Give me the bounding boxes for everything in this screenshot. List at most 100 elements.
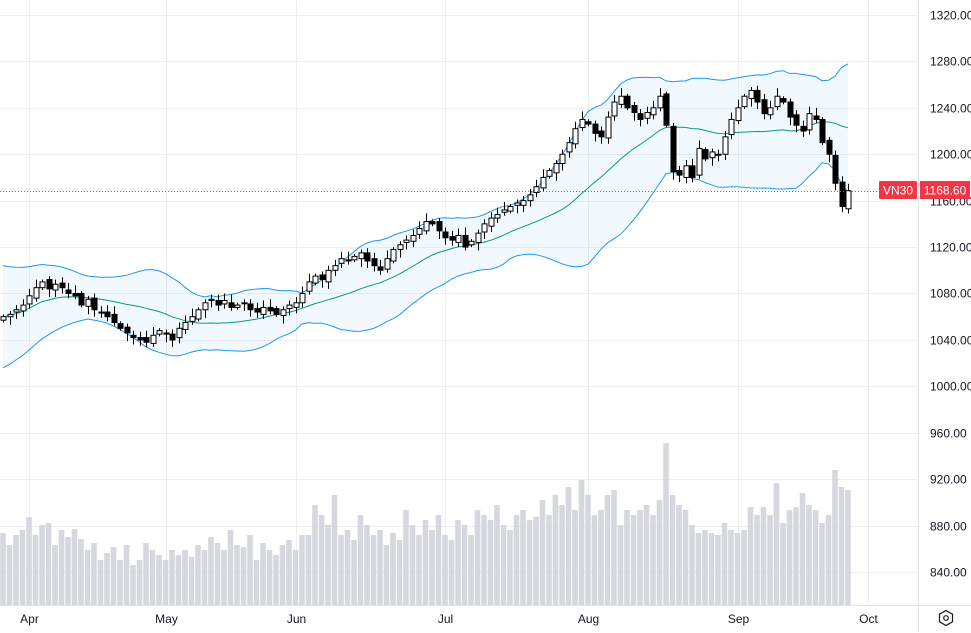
volume-bar	[845, 490, 851, 605]
candle	[819, 117, 826, 145]
volume-bar	[513, 515, 520, 605]
candle-body	[774, 95, 781, 108]
candle	[540, 169, 547, 192]
candle	[85, 295, 92, 315]
volume-bar	[169, 550, 175, 605]
volume-bar	[195, 545, 201, 605]
candle-body	[403, 239, 410, 243]
candle-body	[286, 304, 293, 310]
candle-body	[618, 95, 625, 105]
candle-body	[592, 123, 599, 134]
volume-bar	[786, 510, 793, 605]
candle-body	[52, 283, 59, 291]
volume-bar	[487, 520, 494, 605]
candle-body	[813, 115, 820, 120]
candle	[371, 252, 378, 272]
candle-body	[475, 232, 482, 243]
candle-body	[845, 190, 852, 210]
candle	[124, 323, 131, 342]
candle-body	[676, 169, 683, 176]
candle	[332, 259, 339, 277]
volume-bar	[188, 557, 195, 605]
volume-bar	[221, 550, 227, 605]
candle	[481, 219, 488, 239]
candle-body	[702, 149, 709, 160]
candle	[280, 306, 287, 324]
chart-settings-button[interactable]	[936, 608, 956, 628]
candle-body	[611, 101, 618, 117]
candle-body	[241, 302, 248, 305]
y-tick-label: 1080.00	[930, 287, 971, 301]
volume-bar	[370, 535, 377, 605]
time-axis[interactable]: Apr May Jun Jul Aug Sep Oct	[20, 612, 878, 626]
candle-body	[436, 221, 443, 232]
x-tick-label: Aug	[578, 612, 599, 626]
candle-body	[13, 309, 20, 313]
last-price-text: 1168.60	[924, 184, 967, 198]
volume-bar	[19, 530, 26, 605]
candle	[260, 300, 267, 320]
volume-bar	[663, 443, 669, 605]
candle	[416, 221, 423, 239]
candle	[468, 238, 475, 248]
volume-bar	[637, 510, 643, 605]
candle-body	[819, 118, 826, 144]
candle-body	[397, 244, 404, 250]
candle	[351, 254, 358, 263]
candle	[696, 140, 703, 179]
candle-body	[182, 322, 189, 330]
candle-body	[741, 95, 748, 108]
volume-bar	[162, 560, 169, 605]
candle	[735, 99, 742, 125]
candle	[462, 227, 469, 251]
volume-bar	[741, 530, 747, 605]
candle	[182, 315, 189, 335]
y-tick-label: 1240.00	[930, 102, 971, 116]
candle	[364, 248, 371, 268]
candle	[273, 306, 280, 317]
volume-bar	[598, 510, 604, 605]
volume-bar	[617, 525, 624, 605]
volume-bar	[32, 535, 39, 605]
candle-body	[312, 275, 319, 284]
volume-bar	[526, 520, 533, 605]
volume-bar	[416, 535, 422, 605]
candle	[52, 279, 59, 297]
candle	[670, 122, 677, 180]
candle-body	[7, 313, 14, 318]
volume-bar	[429, 530, 435, 605]
candle-body	[345, 259, 352, 262]
candle-body	[429, 221, 436, 225]
candle	[449, 230, 456, 246]
basis-line	[2, 121, 849, 324]
volume-bar	[156, 555, 162, 605]
candle	[325, 265, 332, 289]
candle-body	[663, 93, 670, 126]
volume-bar	[351, 540, 357, 605]
candle-body	[91, 297, 98, 311]
volume-bar	[312, 505, 318, 605]
candle	[780, 96, 787, 105]
candle-body	[280, 309, 287, 317]
candle	[20, 299, 27, 317]
volume-bar	[104, 553, 110, 605]
price-axis[interactable]: 1320.001280.001240.001200.001160.001120.…	[930, 9, 971, 580]
volume-bar	[266, 550, 273, 605]
candle-body	[449, 236, 456, 241]
candle-body	[384, 258, 391, 270]
volume-bar	[624, 510, 630, 605]
x-tick-label: May	[155, 612, 178, 626]
candle	[611, 95, 618, 121]
candle	[338, 251, 345, 268]
volume-bar	[520, 510, 526, 605]
volume-bar	[812, 510, 819, 605]
candle	[839, 176, 846, 213]
volume-bar	[247, 535, 253, 605]
candle-body	[247, 303, 254, 311]
candle-body	[104, 311, 111, 318]
volume-bar	[630, 515, 637, 605]
candle	[553, 160, 560, 181]
candle	[98, 306, 105, 318]
candle	[657, 88, 664, 112]
